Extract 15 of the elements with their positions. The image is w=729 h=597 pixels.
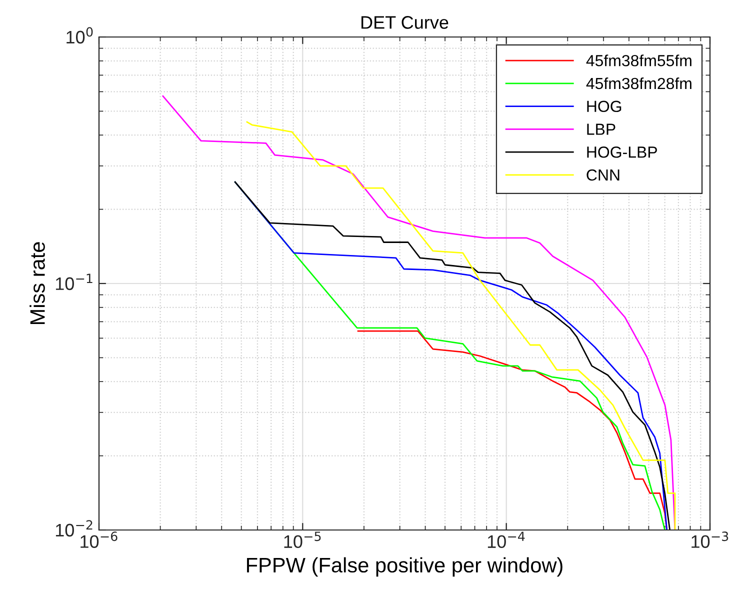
legend-label: HOG-LBP [587, 146, 657, 158]
legend-label: HOG [587, 100, 622, 112]
legend-label: 45fm38fm28fm [586, 77, 692, 90]
x-axis-title: FPPW (False positive per window) [247, 557, 562, 577]
y-tick-label: 10$^{−1}$ [56, 274, 92, 290]
x-tick-label: 10$^{−6}$ [80, 532, 118, 548]
x-tick-label: 10$^{−5}$ [284, 532, 321, 548]
y-axis-title: Miss rate [30, 242, 45, 324]
legend-label: CNN [586, 169, 620, 181]
chart-title: DET Curve [361, 16, 448, 29]
x-tick-label: 10$^{−3}$ [692, 532, 728, 548]
y-tick-label: 10$^{0}$ [66, 27, 93, 44]
x-tick-label: 10$^{−4}$ [488, 532, 525, 548]
legend-label: LBP [587, 124, 616, 135]
legend-label: 45fm38fm55fm [586, 54, 692, 66]
